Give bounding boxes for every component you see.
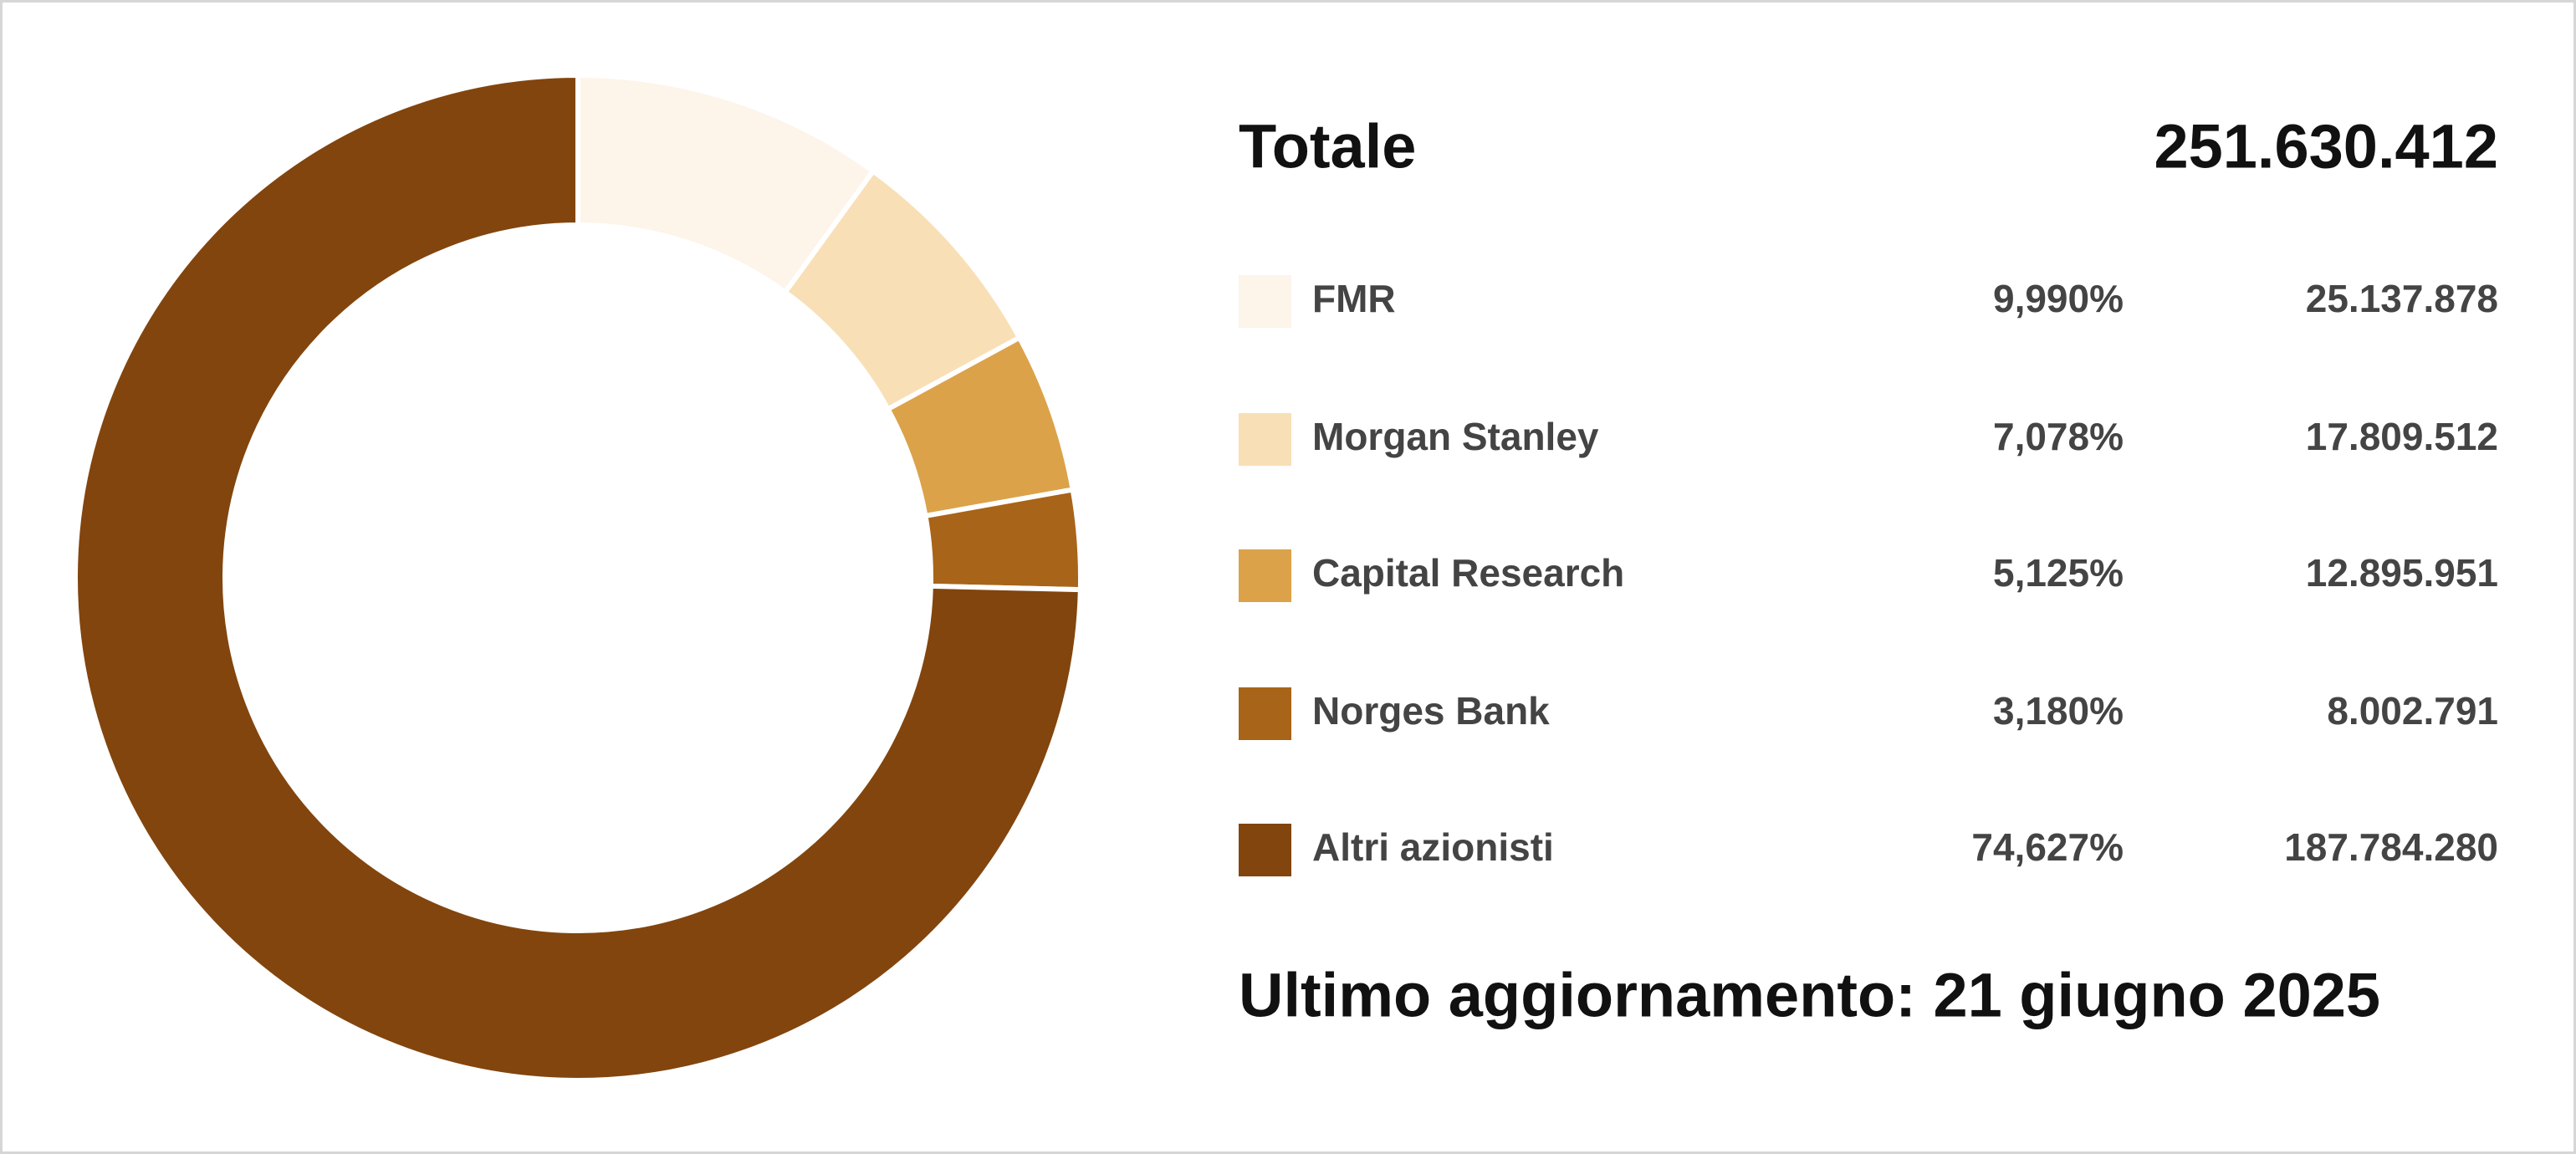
- total-value: 251.630.412: [2154, 112, 2498, 181]
- legend-shares: 8.002.791: [2327, 689, 2498, 733]
- total-label: Totale: [1239, 112, 1416, 181]
- donut: [73, 72, 1083, 1083]
- legend-swatch: [1239, 413, 1291, 466]
- legend-swatch: [1239, 275, 1291, 328]
- legend-name: FMR: [1312, 277, 1396, 320]
- donut-slice: [73, 72, 1083, 1083]
- legend-percent: 7,078%: [1993, 415, 2124, 458]
- legend-shares: 187.784.280: [2284, 825, 2498, 869]
- legend-name: Altri azionisti: [1312, 825, 1554, 869]
- legend-name: Morgan Stanley: [1312, 415, 1599, 458]
- legend-swatch: [1239, 549, 1291, 602]
- legend-percent: 3,180%: [1993, 689, 2124, 733]
- legend-name: Norges Bank: [1312, 689, 1550, 733]
- legend-percent: 74,627%: [1971, 825, 2124, 869]
- legend-name: Capital Research: [1312, 551, 1624, 595]
- legend-shares: 25.137.878: [2306, 277, 2498, 320]
- legend-percent: 5,125%: [1993, 551, 2124, 595]
- legend: FMR 9,990% 25.137.878 Morgan Stanley 7,078% 1…: [1239, 275, 2498, 876]
- legend-swatch: [1239, 824, 1291, 876]
- legend-percent: 9,990%: [1993, 277, 2124, 320]
- footnote: Ultimo aggiornamento: 21 giugno 2025: [1239, 961, 2380, 1030]
- legend-shares: 17.809.512: [2306, 415, 2498, 458]
- legend-swatch: [1239, 687, 1291, 740]
- legend-shares: 12.895.951: [2306, 551, 2498, 595]
